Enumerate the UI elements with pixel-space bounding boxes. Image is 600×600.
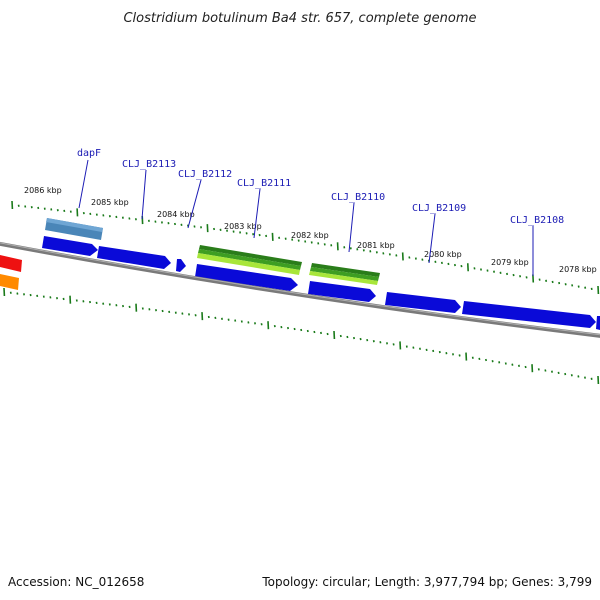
leader-line-CLJ_B2111 bbox=[253, 188, 261, 239]
leader-line-dapF bbox=[78, 159, 89, 209]
upper-feature-track bbox=[45, 218, 380, 285]
feature-arrow-CLJ_B2113[interactable] bbox=[97, 246, 171, 269]
leader-line-CLJ_B2113 bbox=[141, 169, 147, 220]
map-title: Clostridium botulinum Ba4 str. 657, comp… bbox=[123, 11, 476, 26]
gene-label-CLJ_B2110[interactable]: CLJ_B2110 bbox=[331, 192, 385, 203]
gene-label-CLJ_B2112[interactable]: CLJ_B2112 bbox=[178, 169, 232, 180]
feature-arrow-CLJ_B2112[interactable] bbox=[176, 259, 186, 272]
left-edge-features bbox=[0, 255, 22, 290]
genome-backbone-highlight bbox=[0, 242, 600, 336]
feature-arrow-dapF[interactable] bbox=[42, 236, 98, 256]
outer-tick-ring bbox=[11, 200, 600, 295]
feature-red[interactable] bbox=[0, 255, 22, 272]
feature-dapF[interactable] bbox=[45, 218, 103, 240]
feature-arrow-CLJ_B2108[interactable] bbox=[462, 301, 596, 328]
gene-label-CLJ_B2108[interactable]: CLJ_B2108 bbox=[510, 215, 564, 226]
genome-backbone bbox=[0, 241, 600, 338]
kbp-label: 2078 kbp bbox=[559, 265, 597, 274]
kbp-label: 2085 kbp bbox=[91, 198, 129, 207]
feature-arrow-CLJ_B2111[interactable] bbox=[195, 264, 298, 291]
kbp-label: 2083 kbp bbox=[224, 222, 262, 231]
leader-line-CLJ_B2109 bbox=[428, 213, 436, 264]
kbp-label: 2081 kbp bbox=[357, 241, 395, 250]
genome-summary-text: Topology: circular; Length: 3,977,794 bp… bbox=[261, 575, 592, 589]
gene-label-CLJ_B2109[interactable]: CLJ_B2109 bbox=[412, 203, 466, 214]
leader-line-CLJ_B2110 bbox=[348, 202, 355, 253]
feature-arrow-CLJ_B2109[interactable] bbox=[385, 292, 461, 313]
feature-arrow-next[interactable] bbox=[596, 316, 600, 330]
accession-text: Accession: NC_012658 bbox=[8, 575, 144, 589]
feature-orange[interactable] bbox=[0, 274, 19, 290]
gene-label-CLJ_B2111[interactable]: CLJ_B2111 bbox=[237, 178, 291, 189]
feature-CLJ_B2110[interactable] bbox=[309, 263, 380, 285]
kbp-label: 2079 kbp bbox=[491, 258, 529, 267]
gene-label-CLJ_B2113[interactable]: CLJ_B2113 bbox=[122, 159, 176, 170]
kbp-scale: 2086 kbp 2085 kbp 2084 kbp 2083 kbp 2082… bbox=[24, 186, 597, 274]
feature-CLJ_B2111[interactable] bbox=[197, 245, 302, 275]
inner-tick-ring bbox=[3, 287, 600, 385]
leader-line-CLJ_B2112 bbox=[187, 179, 202, 229]
kbp-label: 2080 kbp bbox=[424, 250, 462, 259]
kbp-label: 2084 kbp bbox=[157, 210, 195, 219]
kbp-label: 2086 kbp bbox=[24, 186, 62, 195]
kbp-label: 2082 kbp bbox=[291, 231, 329, 240]
gene-leader-lines bbox=[78, 159, 534, 276]
gene-label-dapF[interactable]: dapF bbox=[77, 148, 101, 159]
forward-feature-track bbox=[42, 236, 600, 330]
gene-labels: dapF CLJ_B2113 CLJ_B2112 CLJ_B2111 CLJ_B… bbox=[77, 148, 564, 226]
feature-arrow-CLJ_B2110[interactable] bbox=[308, 281, 376, 302]
